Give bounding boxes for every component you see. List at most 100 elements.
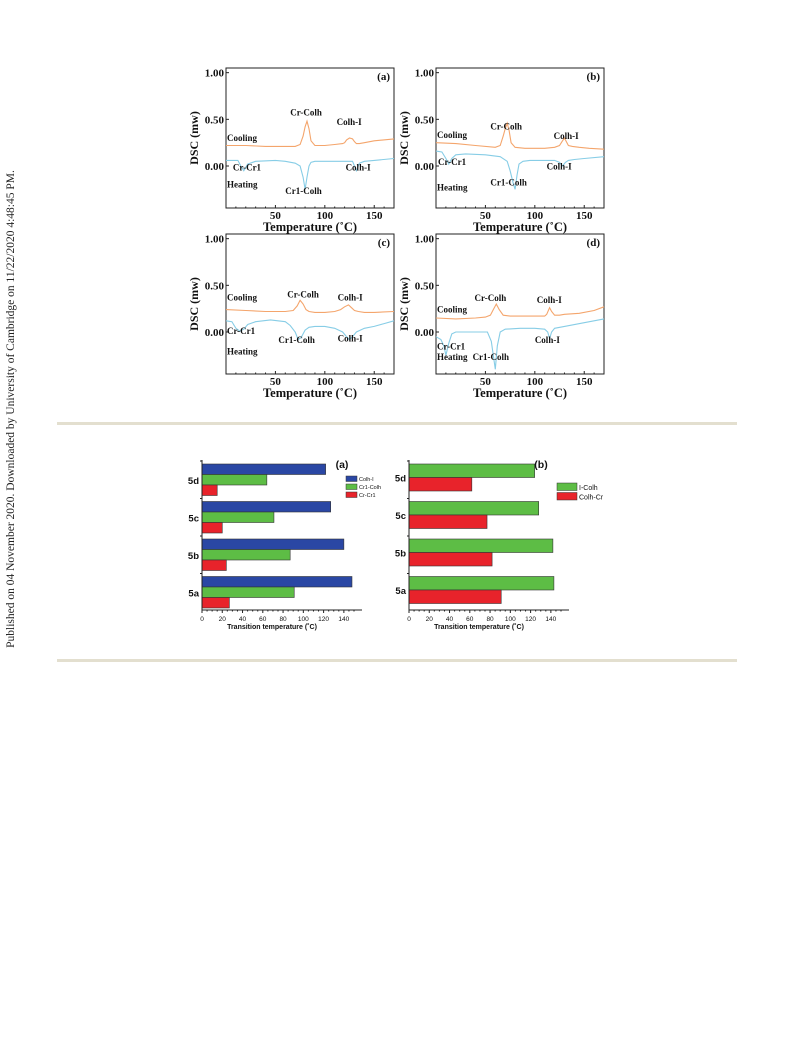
category-label: 5c (395, 511, 406, 522)
transition-annotation: Colh-I (547, 162, 573, 172)
legend: Colh-I Cr1-Colh Cr-Cr1 (345, 475, 381, 499)
y-axis-label: DSC (mw) (187, 277, 201, 331)
dsc-thermogram-figure: 1.00 0.50 0.00 50 100 150 Temperature (˚C) DSC … (187, 67, 605, 400)
category-label: 5a (188, 588, 199, 599)
x-tick-label: 80 (279, 616, 287, 623)
bar-5d-cr1-colh (201, 474, 268, 486)
y-axis-label: DSC (mw) (397, 277, 411, 331)
download-watermark-text: Published on 04 November 2020. Downloade… (5, 170, 17, 648)
x-tick-label: 40 (446, 616, 454, 623)
y-tick-label: 0.00 (205, 327, 225, 339)
legend-swatch (556, 482, 578, 491)
legend-label: Colh-I (359, 477, 374, 483)
bar-5a-colh-cr (408, 589, 502, 604)
legend-label: I-Colh (579, 485, 598, 492)
transition-annotation: Cr-Cr1 (438, 157, 467, 167)
figure-separator-bottom (57, 659, 737, 662)
x-axis-label: Temperature (˚C) (473, 386, 567, 400)
bar-5c-cr1-colh (201, 511, 275, 523)
transition-annotation: Colh-I (554, 131, 580, 141)
panel-label: (b) (534, 459, 547, 471)
bar-5d-colh-cr (408, 477, 473, 492)
cooling-curve (225, 299, 395, 313)
transition-temperature-figure: 5d 5c 5b 5a 0 20 40 60 80 100 120 140 Transition tem… (188, 459, 604, 631)
x-tick-label: 50 (480, 376, 492, 388)
x-axis-label: Temperature (˚C) (263, 220, 357, 234)
x-axis-label: Temperature (˚C) (263, 386, 357, 400)
y-tick-label: 0.50 (415, 280, 435, 292)
bar-5b-cr1-colh (201, 549, 291, 561)
x-tick-label: 100 (298, 616, 309, 623)
panel-label: (c) (378, 237, 391, 249)
y-tick-label: 1.00 (205, 68, 225, 80)
bar-5a-cr-cr1 (201, 597, 230, 609)
x-tick-label: 80 (486, 616, 494, 623)
y-tick-label: 1.00 (415, 234, 435, 246)
x-tick-label: 50 (270, 376, 282, 388)
bar-5c-cr-cr1 (201, 522, 223, 534)
bar-5d-colh-i (201, 463, 326, 475)
plot-frame (435, 233, 605, 375)
bar-5b-i-colh (408, 538, 554, 553)
cooling-curve (226, 119, 395, 147)
x-tick-label: 150 (366, 376, 383, 388)
transition-annotation: Colh-I (537, 295, 563, 305)
y-tick-label: 0.00 (415, 161, 435, 173)
legend-swatch (345, 475, 358, 482)
legend-swatch (556, 492, 578, 501)
transition-annotation: Cooling (437, 130, 468, 140)
transition-annotation: Cr1-Colh (285, 186, 322, 196)
bar-5b-colh-cr (408, 552, 493, 567)
y-axis-label: DSC (mw) (397, 111, 411, 165)
transition-annotation: Colh-I (338, 333, 364, 343)
panel-label: (d) (587, 237, 601, 249)
x-tick-label: 120 (318, 616, 329, 623)
x-tick-label: 60 (466, 616, 474, 623)
transition-annotation: Cr-Colh (475, 293, 507, 303)
category-label: 5d (395, 474, 406, 485)
transition-annotation: Heating (437, 352, 468, 362)
x-tick-label: 0 (200, 616, 204, 623)
y-tick-label: 0.50 (205, 280, 225, 292)
download-watermark: Published on 04 November 2020. Downloade… (2, 170, 20, 648)
transition-annotation: Cr-Colh (490, 122, 522, 132)
panel-label: (b) (587, 71, 601, 83)
bar-5c-colh-cr (408, 514, 488, 529)
x-tick-label: 140 (545, 616, 556, 623)
transition-annotation: Cr-Cr1 (227, 326, 256, 336)
x-tick-label: 150 (366, 210, 383, 222)
plot-frame (225, 67, 395, 209)
legend-label: Cr1-Colh (359, 485, 381, 491)
dsc-panel-d: 1.00 0.50 0.00 50 100 150 Temperature (˚C) DSC … (397, 233, 605, 400)
dsc-panel-a: 1.00 0.50 0.00 50 100 150 Temperature (˚C) DSC … (187, 67, 395, 234)
x-tick-label: 50 (270, 210, 282, 222)
cooling-curve (435, 302, 605, 320)
transition-annotation: Cooling (227, 133, 258, 143)
dsc-panel-b: 1.00 0.50 0.00 50 100 150 Temperature (˚C) DSC … (397, 67, 605, 234)
x-axis-label: Temperature (˚C) (473, 220, 567, 234)
y-axis-label: DSC (mw) (187, 111, 201, 165)
transition-annotation: Cr-Cr1 (437, 342, 466, 352)
x-tick-label: 140 (338, 616, 349, 623)
x-tick-label: 150 (576, 376, 593, 388)
transition-annotation: Colh-I (338, 292, 364, 302)
transition-annotation: Cooling (437, 304, 468, 314)
x-tick-label: 20 (426, 616, 434, 623)
x-tick-label: 20 (219, 616, 227, 623)
x-tick-label: 0 (407, 616, 411, 623)
bar-5b-colh-i (201, 538, 345, 550)
y-tick-label: 0.50 (415, 114, 435, 126)
x-tick-label: 120 (525, 616, 536, 623)
plot-frame (225, 233, 395, 375)
transition-annotation: Heating (437, 182, 468, 192)
bar-5d-cr-cr1 (201, 484, 218, 496)
x-tick-label: 100 (527, 376, 544, 388)
x-tick-label: 40 (239, 616, 247, 623)
bar-5c-i-colh (408, 501, 540, 516)
legend-label: Cr-Cr1 (359, 493, 376, 499)
figure-separator-top (57, 422, 737, 425)
category-label: 5b (188, 551, 199, 562)
category-label: 5d (188, 476, 199, 487)
transition-annotation: Cr-Colh (287, 289, 319, 299)
transition-annotation: Cr1-Colh (473, 352, 510, 362)
